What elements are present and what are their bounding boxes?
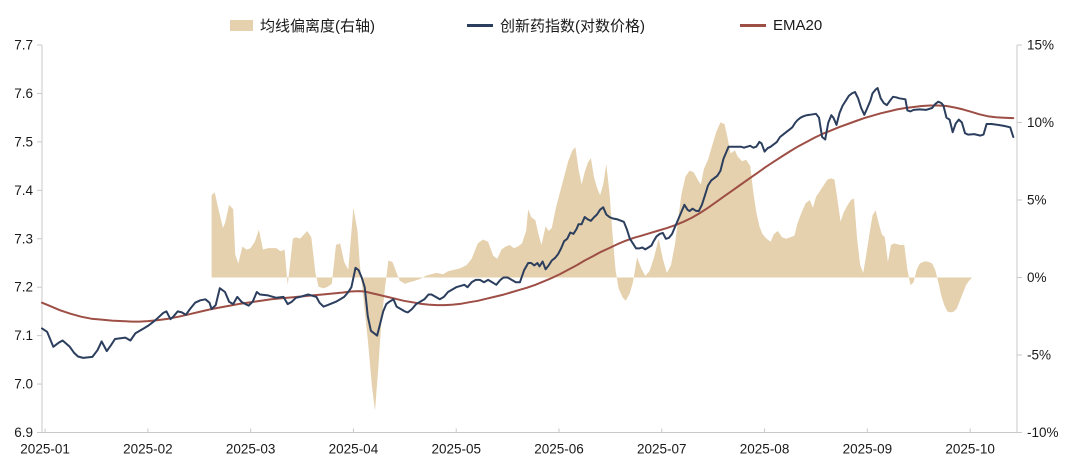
x-tick-label: 2025-07 [637,442,687,457]
x-tick-label: 2025-09 [843,442,893,457]
y-right-tick-label: 0% [1027,270,1047,285]
y-left-tick-label: 7.4 [14,183,33,198]
y-right-tick-label: -5% [1027,348,1051,363]
y-left-tick-label: 7.1 [14,328,33,343]
y-right-tick-label: 5% [1027,193,1047,208]
y-left-tick-label: 7.6 [14,86,33,101]
y-left-tick-label: 7.2 [14,280,33,295]
x-tick-label: 2025-05 [431,442,481,457]
y-left-tick-label: 7.0 [14,377,33,392]
y-right-tick-label: -10% [1027,425,1059,440]
y-right-tick-label: 10% [1027,115,1054,130]
y-left-tick-label: 7.3 [14,231,33,246]
x-tick-label: 2025-06 [534,442,584,457]
y-left-tick-label: 6.9 [14,425,33,440]
ema20-line-series [41,104,1015,323]
x-tick-label: 2025-08 [740,442,790,457]
x-tick-label: 2025-10 [945,442,995,457]
x-tick-label: 2025-04 [329,442,379,457]
y-left-tick-label: 7.7 [14,38,33,53]
x-tick-label: 2025-01 [20,442,70,457]
y-left-tick-label: 7.5 [14,134,33,149]
index-line-series [41,87,1015,359]
deviation-area-series [211,122,973,411]
x-tick-label: 2025-02 [123,442,173,457]
x-tick-label: 2025-03 [226,442,276,457]
y-right-tick-label: 15% [1027,38,1054,53]
